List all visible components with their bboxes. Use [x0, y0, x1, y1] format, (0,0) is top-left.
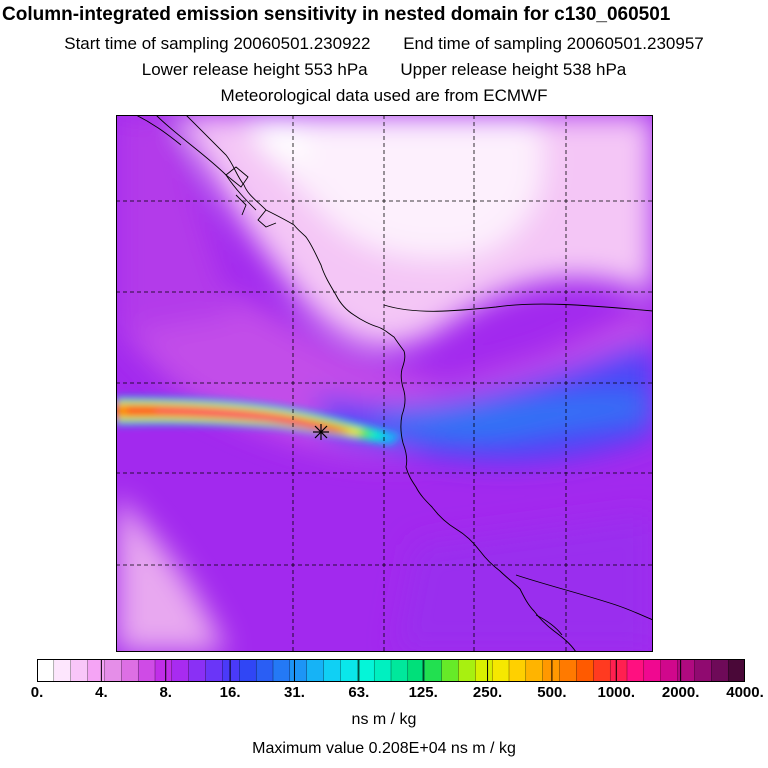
- colorbar-tick-label: 63.: [348, 684, 370, 701]
- colorbar-cell: [104, 659, 122, 682]
- plume-red: [126, 407, 342, 433]
- colorbar-cell: [491, 659, 510, 682]
- colorbar-cell: [711, 659, 729, 682]
- colorbar-cell: [239, 659, 257, 682]
- colorbar-cell: [694, 659, 712, 682]
- colorbar: [37, 659, 745, 682]
- colorbar-units: ns m / kg: [351, 711, 417, 728]
- colorbar-cell: [121, 659, 139, 682]
- lower-height: Lower release height 553 hPa: [141, 60, 368, 79]
- colorbar-cell: [576, 659, 594, 682]
- colorbar-cell: [171, 659, 190, 682]
- colorbar-cell: [205, 659, 224, 682]
- colorbar-cell: [424, 659, 443, 682]
- colorbar-cell: [53, 659, 72, 682]
- colorbar-cell: [306, 659, 325, 682]
- plume-magenta: [156, 409, 326, 431]
- colorbar-cell: [525, 659, 544, 682]
- max-value-text: Maximum value 0.208E+04 ns m / kg: [252, 740, 516, 757]
- colorbar-cell: [407, 659, 426, 682]
- colorbar-cell: [475, 659, 493, 682]
- colorbar-tick-label: 31.: [284, 684, 305, 701]
- chart-title: Column-integrated emission sensitivity i…: [2, 4, 671, 25]
- colorbar-cell: [70, 659, 89, 682]
- colorbar-tick-label: 4.: [95, 684, 108, 701]
- colorbar-cell: [272, 659, 291, 682]
- colorbar-cell: [626, 659, 645, 682]
- end-time: End time of sampling 20060501.230957: [403, 34, 704, 53]
- colorbar-cell: [643, 659, 662, 682]
- colorbar-tick-label: 4000.: [726, 684, 764, 701]
- colorbar-cell: [87, 659, 106, 682]
- colorbar-cell: [609, 659, 628, 682]
- colorbar-cell: [188, 659, 207, 682]
- start-time: Start time of sampling 20060501.230922: [64, 34, 371, 53]
- very-low-sensitivity-core: [256, 115, 544, 259]
- colorbar-tick-label: 500.: [537, 684, 567, 701]
- colorbar-cell: [323, 659, 342, 682]
- upper-height: Upper release height 538 hPa: [400, 60, 627, 79]
- colorbar-cell: [660, 659, 679, 682]
- map-gridlines: [116, 115, 653, 652]
- colorbar-cell: [458, 659, 476, 682]
- release-heights: Lower release height 553 hPa Upper relea…: [0, 60, 768, 80]
- colorbar-cell: [441, 659, 460, 682]
- purple-southeast: [396, 515, 653, 652]
- colorbar-cell: [255, 659, 274, 682]
- colorbar-cell: [390, 659, 409, 682]
- colorbar-cell: [559, 659, 578, 682]
- colorbar-tick-label: 16.: [219, 684, 241, 701]
- met-data-source: Meteorological data used are from ECMWF: [220, 86, 548, 105]
- colorbar-tick-label: 1000.: [597, 684, 636, 701]
- light-southwest: [116, 495, 226, 652]
- colorbar-cell: [542, 659, 561, 682]
- bright-patch-topleft: [246, 115, 306, 175]
- colorbar-cell: [357, 659, 375, 682]
- colorbar-tick-label: 8.: [159, 684, 172, 701]
- blue-core: [376, 396, 653, 440]
- colorbar-cell: [508, 659, 527, 682]
- colorbar-cell: [37, 659, 55, 682]
- map-frame: [116, 115, 653, 652]
- colorbar-tick-label: 250.: [472, 684, 503, 701]
- colorbar-cell: [727, 659, 745, 682]
- colorbar-cell: [289, 659, 308, 682]
- colorbar-cell: [593, 659, 611, 682]
- colorbar-cell: [340, 659, 358, 682]
- coastline: [135, 115, 653, 652]
- west-magenta: [116, 115, 236, 335]
- release-point-marker: [313, 424, 329, 440]
- colorbar-tick-label: 125.: [408, 684, 438, 701]
- colorbar-tick-label: 2000.: [661, 684, 700, 701]
- sampling-times: Start time of sampling 20060501.230922 E…: [0, 34, 768, 54]
- colorbar-cell: [222, 659, 240, 682]
- colorbar-tick-label: 0.: [30, 684, 44, 701]
- colorbar-cell: [137, 659, 156, 682]
- colorbar-cell: [154, 659, 173, 682]
- colorbar-frame: [37, 659, 745, 682]
- colorbar-cell: [373, 659, 392, 682]
- sensitivity-map: [116, 115, 653, 652]
